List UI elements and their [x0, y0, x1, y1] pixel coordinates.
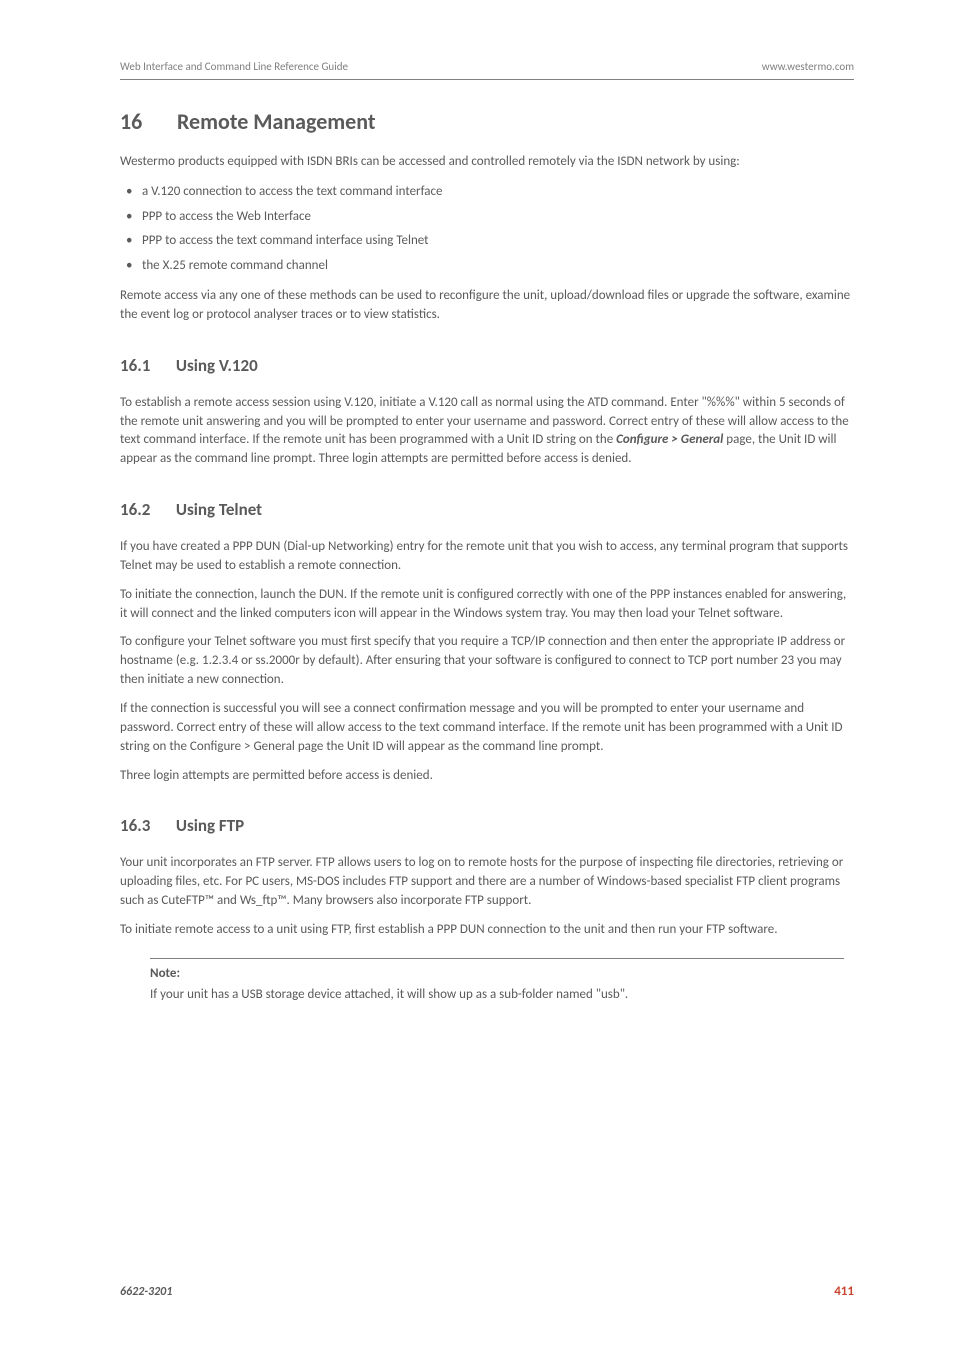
list-item: PPP to access the Web Interface: [120, 207, 854, 228]
s3-p1: Your unit incorporates an FTP server. FT…: [120, 854, 854, 911]
chapter-outro: Remote access via any one of these metho…: [120, 287, 854, 325]
list-item: PPP to access the text command interface…: [120, 231, 854, 252]
s2-p1: If you have created a PPP DUN (Dial-up N…: [120, 538, 854, 576]
page-footer: 6622-3201 411: [0, 1284, 954, 1329]
page-header: Web Interface and Command Line Reference…: [120, 60, 854, 80]
s3-p2: To initiate remote access to a unit usin…: [120, 921, 854, 940]
section-number: 16.1: [120, 355, 172, 376]
s2-p3: To configure your Telnet software you mu…: [120, 633, 854, 690]
chapter-intro: Westermo products equipped with ISDN BRI…: [120, 153, 854, 172]
s2-p4: If the connection is successful you will…: [120, 700, 854, 757]
note-text: If your unit has a USB storage device at…: [150, 986, 844, 1005]
note-label: Note:: [150, 965, 844, 984]
list-item: the X.25 remote command channel: [120, 256, 854, 277]
footer-right: 411: [834, 1284, 854, 1299]
section-number: 16.2: [120, 499, 172, 520]
section-16-2-title: 16.2 Using Telnet: [120, 499, 854, 520]
section-16-3-title: 16.3 Using FTP: [120, 815, 854, 836]
section-title-text: Using FTP: [176, 815, 244, 836]
section-title-text: Using Telnet: [176, 499, 262, 520]
s1-paragraph: To establish a remote access session usi…: [120, 394, 854, 469]
chapter-title: 16 Remote Management: [120, 108, 854, 135]
chapter-title-text: Remote Management: [177, 108, 376, 135]
chapter-number: 16: [120, 108, 172, 135]
note-block: Note: If your unit has a USB storage dev…: [150, 958, 844, 1005]
header-right: www.westermo.com: [762, 60, 854, 73]
section-number: 16.3: [120, 815, 172, 836]
s1-em: Configure > General: [616, 432, 723, 447]
list-item: a V.120 connection to access the text co…: [120, 182, 854, 203]
section-16-1-title: 16.1 Using V.120: [120, 355, 854, 376]
s2-p5: Three login attempts are permitted befor…: [120, 767, 854, 786]
section-title-text: Using V.120: [176, 355, 258, 376]
footer-left: 6622-3201: [120, 1285, 172, 1299]
header-left: Web Interface and Command Line Reference…: [120, 60, 348, 73]
s2-p2: To initiate the connection, launch the D…: [120, 586, 854, 624]
bullet-list: a V.120 connection to access the text co…: [120, 182, 854, 277]
